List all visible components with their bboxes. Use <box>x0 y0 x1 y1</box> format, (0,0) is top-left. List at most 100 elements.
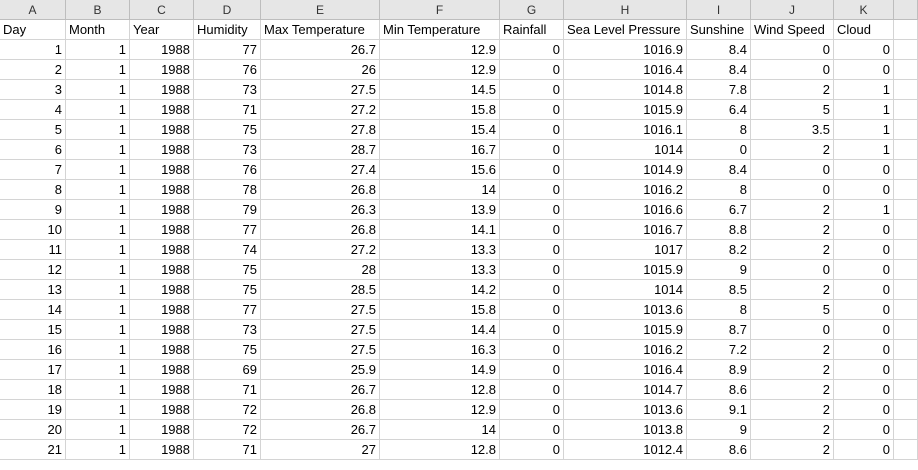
data-cell[interactable]: 27.2 <box>261 100 380 120</box>
data-cell[interactable]: 1 <box>66 120 130 140</box>
data-cell[interactable]: 0 <box>751 60 834 80</box>
data-cell[interactable]: 0 <box>834 300 894 320</box>
data-cell[interactable]: 8 <box>687 120 751 140</box>
header-cell[interactable]: Humidity <box>194 20 261 40</box>
data-cell[interactable]: 1988 <box>130 320 194 340</box>
data-cell[interactable]: 12.9 <box>380 60 500 80</box>
data-cell[interactable]: 12.9 <box>380 40 500 60</box>
data-cell[interactable]: 10 <box>0 220 66 240</box>
empty-cell[interactable] <box>894 260 918 280</box>
data-cell[interactable]: 75 <box>194 260 261 280</box>
data-cell[interactable]: 1988 <box>130 200 194 220</box>
data-cell[interactable]: 1988 <box>130 440 194 460</box>
empty-cell[interactable] <box>894 240 918 260</box>
data-cell[interactable]: 0 <box>834 400 894 420</box>
data-cell[interactable]: 0 <box>834 60 894 80</box>
data-cell[interactable]: 1988 <box>130 140 194 160</box>
data-cell[interactable]: 1013.6 <box>564 300 687 320</box>
empty-cell[interactable] <box>894 40 918 60</box>
data-cell[interactable]: 2 <box>751 280 834 300</box>
empty-cell[interactable] <box>894 440 918 460</box>
data-cell[interactable]: 1 <box>66 80 130 100</box>
data-cell[interactable]: 0 <box>500 420 564 440</box>
data-cell[interactable]: 1 <box>66 40 130 60</box>
data-cell[interactable]: 13.3 <box>380 240 500 260</box>
data-cell[interactable]: 1 <box>66 360 130 380</box>
data-cell[interactable]: 26.7 <box>261 380 380 400</box>
data-cell[interactable]: 0 <box>500 280 564 300</box>
data-cell[interactable]: 71 <box>194 100 261 120</box>
data-cell[interactable]: 0 <box>834 260 894 280</box>
data-cell[interactable]: 0 <box>500 400 564 420</box>
data-cell[interactable]: 1016.4 <box>564 60 687 80</box>
data-cell[interactable]: 14.1 <box>380 220 500 240</box>
data-cell[interactable]: 1016.9 <box>564 40 687 60</box>
data-cell[interactable]: 73 <box>194 140 261 160</box>
data-cell[interactable]: 2 <box>751 400 834 420</box>
data-cell[interactable]: 71 <box>194 380 261 400</box>
data-cell[interactable]: 0 <box>500 360 564 380</box>
data-cell[interactable]: 28.5 <box>261 280 380 300</box>
data-cell[interactable]: 1015.9 <box>564 320 687 340</box>
data-cell[interactable]: 78 <box>194 180 261 200</box>
data-cell[interactable]: 8.4 <box>687 60 751 80</box>
column-header-c[interactable]: C <box>130 0 194 20</box>
data-cell[interactable]: 9 <box>0 200 66 220</box>
data-cell[interactable]: 0 <box>500 100 564 120</box>
data-cell[interactable]: 11 <box>0 240 66 260</box>
data-cell[interactable]: 1015.9 <box>564 100 687 120</box>
data-cell[interactable]: 0 <box>834 380 894 400</box>
data-cell[interactable]: 0 <box>834 320 894 340</box>
data-cell[interactable]: 3.5 <box>751 120 834 140</box>
header-cell[interactable]: Month <box>66 20 130 40</box>
header-cell[interactable]: Rainfall <box>500 20 564 40</box>
data-cell[interactable]: 2 <box>751 200 834 220</box>
data-cell[interactable]: 1 <box>66 440 130 460</box>
data-cell[interactable]: 1 <box>834 200 894 220</box>
data-cell[interactable]: 1013.8 <box>564 420 687 440</box>
data-cell[interactable]: 26.8 <box>261 220 380 240</box>
data-cell[interactable]: 1 <box>834 140 894 160</box>
data-cell[interactable]: 1 <box>66 200 130 220</box>
data-cell[interactable]: 1988 <box>130 360 194 380</box>
data-cell[interactable]: 0 <box>751 320 834 340</box>
data-cell[interactable]: 1988 <box>130 120 194 140</box>
data-cell[interactable]: 14.5 <box>380 80 500 100</box>
empty-cell[interactable] <box>894 400 918 420</box>
empty-cell[interactable] <box>894 380 918 400</box>
data-cell[interactable]: 1988 <box>130 220 194 240</box>
data-cell[interactable]: 6.7 <box>687 200 751 220</box>
data-cell[interactable]: 77 <box>194 40 261 60</box>
empty-cell[interactable] <box>894 120 918 140</box>
data-cell[interactable]: 1015.9 <box>564 260 687 280</box>
data-cell[interactable]: 26.8 <box>261 180 380 200</box>
data-cell[interactable]: 75 <box>194 120 261 140</box>
data-cell[interactable]: 14 <box>380 180 500 200</box>
data-cell[interactable]: 8 <box>0 180 66 200</box>
empty-cell[interactable] <box>894 340 918 360</box>
data-cell[interactable]: 27.5 <box>261 340 380 360</box>
data-cell[interactable]: 69 <box>194 360 261 380</box>
data-cell[interactable]: 76 <box>194 60 261 80</box>
data-cell[interactable]: 4 <box>0 100 66 120</box>
data-cell[interactable]: 0 <box>751 260 834 280</box>
data-cell[interactable]: 8.4 <box>687 40 751 60</box>
data-cell[interactable]: 2 <box>751 220 834 240</box>
data-cell[interactable]: 1988 <box>130 340 194 360</box>
header-cell[interactable]: Day <box>0 20 66 40</box>
data-cell[interactable]: 0 <box>500 140 564 160</box>
column-header-k[interactable]: K <box>834 0 894 20</box>
data-cell[interactable]: 15.6 <box>380 160 500 180</box>
data-cell[interactable]: 1 <box>66 100 130 120</box>
data-cell[interactable]: 1 <box>66 340 130 360</box>
header-cell[interactable]: Wind Speed <box>751 20 834 40</box>
header-cell[interactable]: Max Temperature <box>261 20 380 40</box>
data-cell[interactable]: 8.6 <box>687 380 751 400</box>
data-cell[interactable]: 27.2 <box>261 240 380 260</box>
data-cell[interactable]: 1 <box>834 120 894 140</box>
data-cell[interactable]: 1988 <box>130 240 194 260</box>
data-cell[interactable]: 0 <box>834 420 894 440</box>
data-cell[interactable]: 1 <box>0 40 66 60</box>
data-cell[interactable]: 76 <box>194 160 261 180</box>
data-cell[interactable]: 0 <box>751 160 834 180</box>
